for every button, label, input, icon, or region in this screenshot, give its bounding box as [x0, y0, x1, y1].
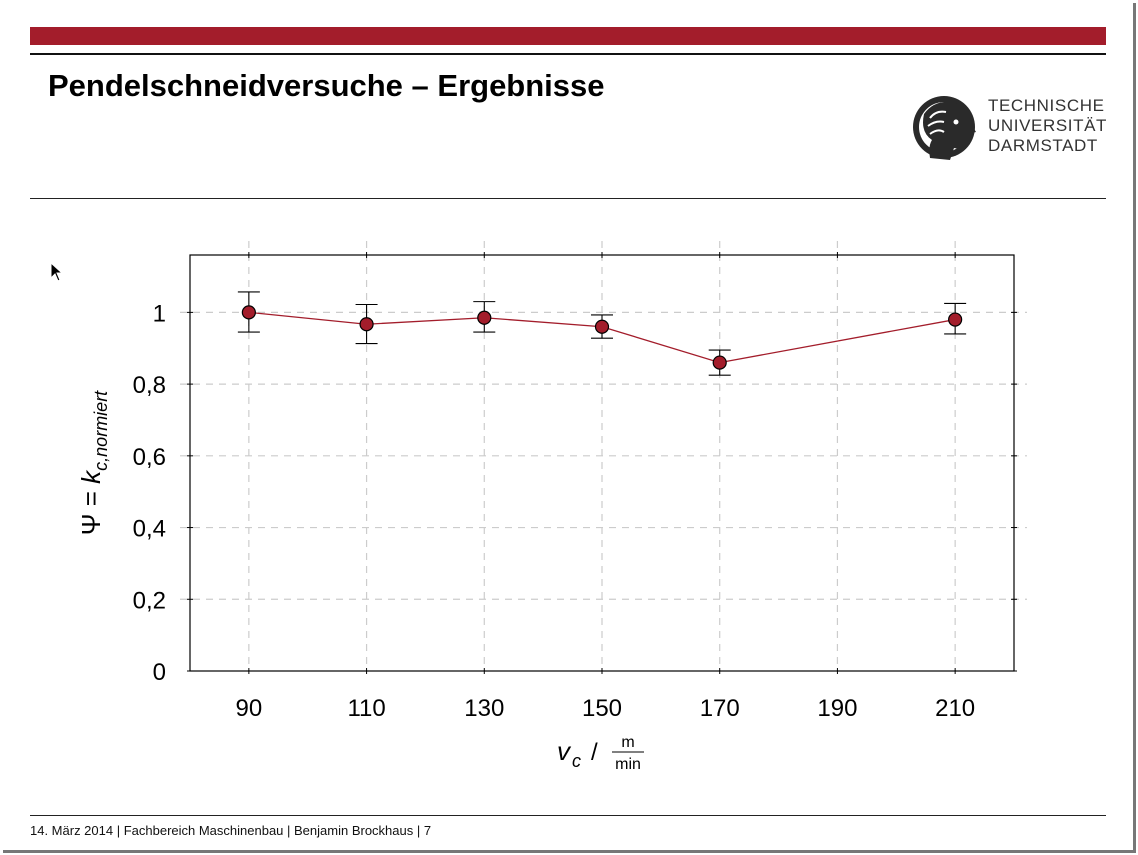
data-point	[241, 305, 256, 320]
slide-title: Pendelschneidversuche – Ergebnisse	[48, 68, 605, 103]
y-tick-label: 0,2	[133, 587, 166, 614]
x-tick-label: 210	[935, 695, 975, 722]
x-tick-label: 90	[236, 695, 263, 722]
y-axis-label-symbol: k	[76, 469, 106, 484]
y-axis-label-main: Ψ =	[76, 484, 106, 535]
x-tick-label: 170	[700, 695, 740, 722]
x-tick-label: 190	[817, 695, 857, 722]
tu-darmstadt-logo: TECHNISCHE UNIVERSITÄT DARMSTADT	[910, 88, 1110, 168]
x-axis-label-separator: /	[591, 739, 598, 766]
grid	[180, 241, 1027, 671]
y-axis-label-subscript: c,normiert	[91, 390, 111, 471]
x-axis-unit-numerator: m	[621, 734, 634, 751]
chart: 90 110 130 150 170 190 210 0 0,2 0,4 0,6 0,8 1 Ψ = k…	[76, 241, 1027, 773]
footer-text: 14. März 2014 | Fachbereich Maschinenbau…	[30, 823, 432, 838]
data-point	[948, 312, 963, 327]
y-tick-label: 1	[153, 300, 166, 327]
x-axis-label: v c / m min	[557, 734, 644, 773]
x-tick-label: 110	[347, 695, 385, 722]
y-axis-label: Ψ = kc,normiert	[76, 390, 111, 535]
y-tick-label: 0,8	[133, 372, 166, 399]
series	[237, 291, 967, 376]
y-tick-label: 0	[153, 659, 166, 686]
x-tick-label: 150	[582, 695, 622, 722]
x-tick-label: 130	[464, 695, 504, 722]
x-axis-label-subscript: c	[572, 751, 581, 771]
y-tick-label: 0,4	[133, 516, 166, 543]
data-point	[594, 319, 610, 334]
series-line	[248, 311, 956, 364]
logo-line: TECHNISCHE	[988, 96, 1105, 115]
logo-text: TECHNISCHE UNIVERSITÄT DARMSTADT	[988, 96, 1107, 156]
logo-line: UNIVERSITÄT	[988, 116, 1108, 135]
data-point	[359, 317, 374, 332]
x-axis-unit-denominator: min	[615, 756, 641, 773]
accent-bar	[30, 27, 1106, 45]
athena-head-icon	[913, 96, 976, 160]
ticks: 90 110 130 150 170 190 210 0 0,2 0,4 0,6 0,8 1	[133, 252, 1017, 722]
header-rule	[30, 198, 1106, 199]
data-point	[477, 310, 492, 325]
x-axis-label-symbol: v	[557, 736, 572, 766]
y-tick-label: 0,6	[133, 444, 166, 471]
data-point	[712, 355, 727, 370]
logo-line: DARMSTADT	[988, 136, 1098, 155]
top-rule	[30, 53, 1106, 55]
mouse-cursor-icon	[50, 262, 64, 282]
footer-rule	[30, 815, 1106, 816]
